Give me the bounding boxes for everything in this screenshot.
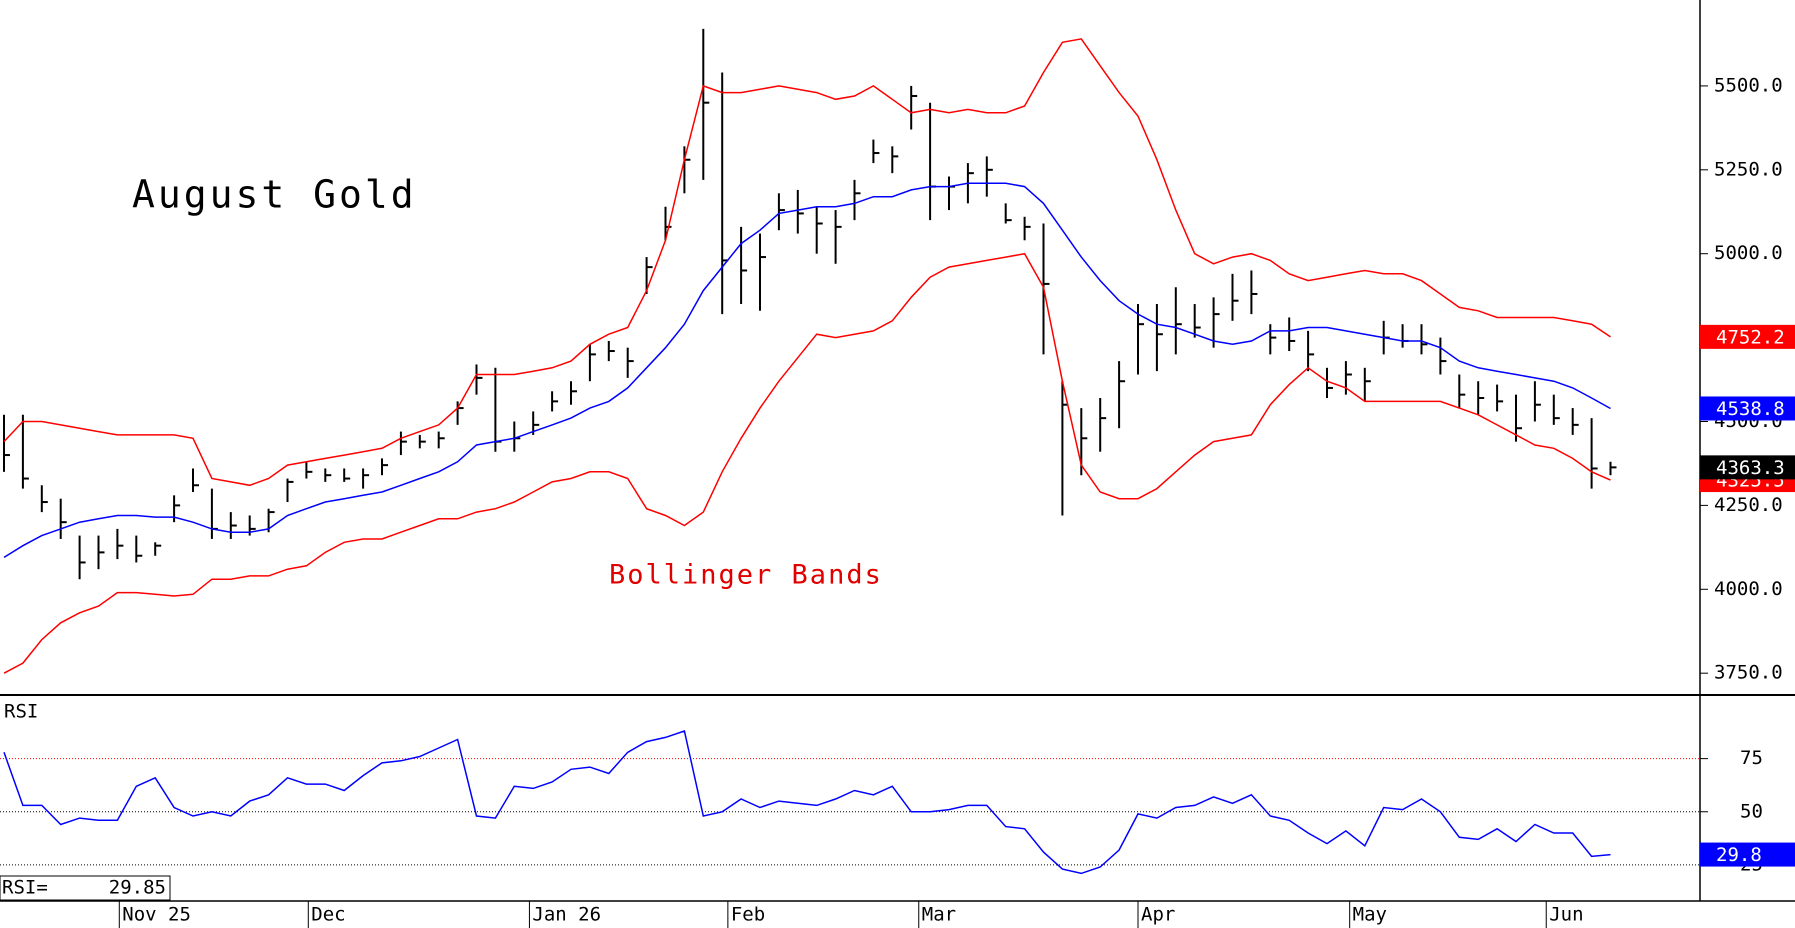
y-tick-label: 5250.0 [1714,158,1783,180]
last-value-box [1700,842,1795,867]
last-value-box [1700,396,1795,421]
bollinger-band [3,182,1611,559]
y-tick-label: 4250.0 [1714,494,1783,516]
x-tick-label: Jun [1549,904,1583,926]
rsi-line [3,730,1611,875]
y-tick-label: 3750.0 [1714,662,1783,684]
rsi-readout-label: RSI= [2,877,48,899]
rsi-readout-box [0,875,171,901]
y-tick-label: 4000.0 [1714,578,1783,600]
last-value-label: 4538.8 [1716,398,1785,420]
last-close-label: 4363.3 [1716,457,1785,479]
rsi-title: RSI [4,701,38,723]
bollinger-band [3,38,1611,487]
last-value-label: 4752.2 [1716,326,1785,348]
last-value-label: 29.8 [1716,844,1762,866]
last-value-box [1700,324,1795,349]
y-tick-label: 5500.0 [1714,74,1783,96]
y-tick-label: 50 [1740,800,1763,822]
x-tick-label: Jan 26 [532,904,601,926]
rsi-readout-value: 29.85 [109,877,166,899]
y-tick-label: 5000.0 [1714,242,1783,264]
x-tick-label: Feb [731,904,765,926]
last-close-box [1700,455,1795,480]
x-tick-label: May [1353,904,1387,926]
x-tick-label: Dec [311,904,345,926]
y-tick-label: 75 [1740,747,1763,769]
annotation: Bollinger Bands [609,560,883,591]
bollinger-band [3,252,1611,674]
x-tick-label: Mar [922,904,956,926]
x-tick-label: Apr [1141,904,1175,926]
chart-title: August Gold [132,173,417,217]
x-tick-label: Nov 25 [122,904,191,926]
